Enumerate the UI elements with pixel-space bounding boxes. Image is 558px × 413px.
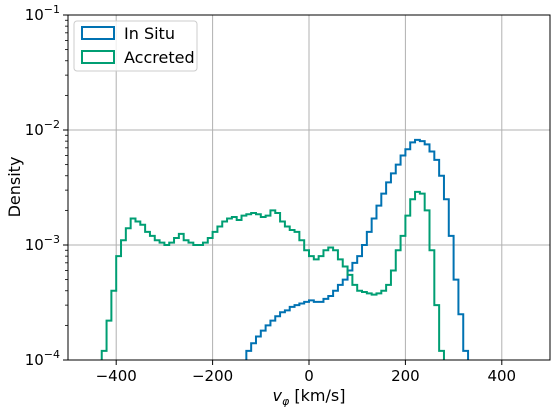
- y-tick-label: 10−4: [25, 348, 60, 369]
- x-axis-title-main: v: [273, 386, 283, 405]
- x-axis-title: vφ [km/s]: [273, 386, 346, 408]
- series-accreted-step: [100, 190, 445, 360]
- tick-layer: [63, 14, 503, 365]
- legend-box: [73, 20, 198, 72]
- legend-swatch-in-situ: [81, 26, 115, 40]
- x-tick-label: −200: [192, 367, 233, 385]
- x-axis-title-sub: φ: [282, 395, 290, 408]
- y-tick-label: 10−3: [25, 233, 60, 254]
- tick-label-layer: −400 −200 0 200 400 10−4 10−3 10−2 10−1: [25, 3, 516, 385]
- x-axis-title-unit: [km/s]: [289, 386, 345, 405]
- legend: In Situ Accreted: [73, 20, 198, 72]
- x-tick-label: 0: [304, 367, 314, 385]
- x-tick-label: 200: [391, 367, 420, 385]
- y-axis-title: Density: [5, 157, 24, 218]
- x-tick-label: 400: [487, 367, 516, 385]
- series-layer: [100, 138, 470, 360]
- y-tick-label: 10−2: [25, 118, 60, 139]
- y-tick-label: 10−1: [25, 3, 60, 24]
- series-in-situ-step: [245, 138, 470, 360]
- legend-swatch-accreted: [81, 50, 115, 64]
- x-tick-label: −400: [96, 367, 137, 385]
- legend-label-in-situ: In Situ: [124, 24, 175, 43]
- legend-label-accreted: Accreted: [124, 48, 195, 67]
